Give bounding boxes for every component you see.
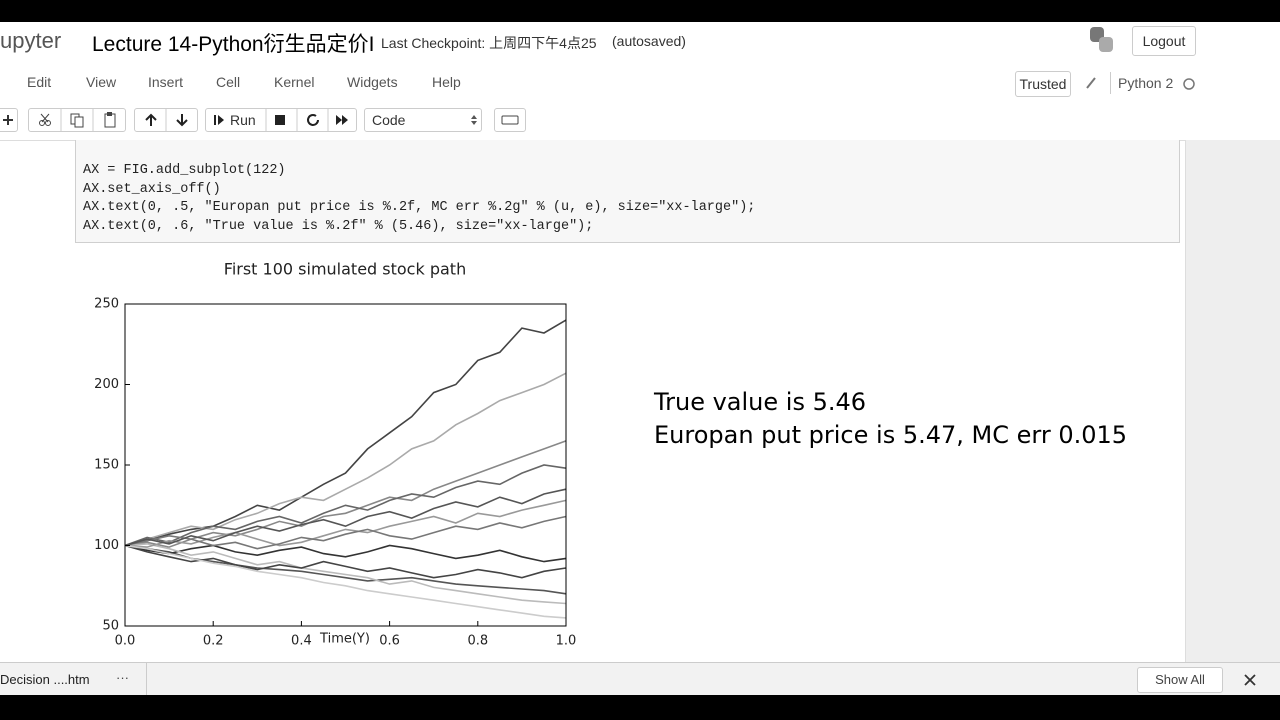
- chart-title: First 100 simulated stock path: [224, 260, 466, 279]
- stock-path: [124, 440, 567, 548]
- x-tick-label: 0.0: [115, 634, 136, 649]
- code-line: AX.text(0, .5, "Europan put price is %.2…: [83, 200, 756, 216]
- stock-path: [124, 543, 567, 605]
- y-tick-label: 100: [94, 538, 119, 553]
- output-text: True value is 5.46: [654, 388, 867, 416]
- menu-item[interactable]: Widgets: [347, 74, 398, 90]
- stock-path: [124, 515, 567, 550]
- stock-path: [124, 464, 567, 547]
- menu-item[interactable]: Edit: [27, 74, 52, 90]
- stock-path: [124, 319, 567, 547]
- x-tick-label: 0.8: [467, 634, 488, 649]
- code-cell[interactable]: [75, 140, 1180, 243]
- code-line: AX.text(0, .6, "True value is %.2f" % (5…: [83, 219, 594, 235]
- y-tick-label: 200: [94, 377, 119, 392]
- close-button[interactable]: [1243, 673, 1257, 687]
- run-label: Run: [230, 112, 256, 128]
- logo: upyter: [0, 28, 62, 53]
- stock-path: [124, 544, 567, 563]
- menu-item[interactable]: Kernel: [274, 74, 315, 90]
- add-cell-button[interactable]: [0, 108, 18, 132]
- menu-item[interactable]: Insert: [148, 74, 184, 90]
- logout-button[interactable]: Logout: [1132, 26, 1196, 56]
- run-button-group[interactable]: Run: [205, 108, 357, 132]
- output-text: Europan put price is 5.47, MC err 0.015: [654, 421, 1128, 449]
- x-tick-label: 0.2: [203, 634, 224, 649]
- cell-type: Code: [372, 112, 406, 128]
- keyboard-button[interactable]: [494, 108, 526, 132]
- checkpoint: Last Checkpoint: 上周四下午4点25: [381, 35, 597, 51]
- x-axis-label: Time(Y): [319, 632, 370, 647]
- divider: [146, 663, 147, 695]
- show-all-button[interactable]: Show All: [1137, 667, 1223, 693]
- menu-item[interactable]: Help: [432, 74, 461, 90]
- edit-icon: [1086, 77, 1096, 89]
- stock-path: [124, 372, 567, 547]
- download-bar: Decision ....htm ··· Show All: [0, 662, 1280, 695]
- menu-item[interactable]: Cell: [216, 74, 241, 90]
- y-tick-label: 250: [94, 297, 119, 312]
- menu-item[interactable]: View: [86, 74, 117, 90]
- autosave: (autosaved): [612, 33, 686, 49]
- stock-path: [124, 488, 567, 547]
- x-tick-label: 1.0: [556, 634, 577, 649]
- cell-type-select[interactable]: Code: [364, 108, 482, 132]
- move-button-group[interactable]: [134, 108, 198, 132]
- notebook-window: upyter Lecture 14-Python衍生品定价I Last Chec…: [0, 22, 1280, 695]
- download-file[interactable]: Decision ....htm: [0, 672, 90, 687]
- python-logo: [1090, 27, 1113, 52]
- code-line: AX = FIG.add_subplot(122): [83, 163, 286, 178]
- chart: First 100 simulated stock path Time(Y) 0…: [94, 260, 577, 649]
- edit-button-group[interactable]: [28, 108, 126, 132]
- download-menu[interactable]: ···: [116, 670, 129, 685]
- code-line: AX.set_axis_off(): [83, 181, 221, 197]
- y-tick-label: 150: [94, 458, 119, 473]
- notebook-title[interactable]: Lecture 14-Python衍生品定价I: [92, 33, 375, 56]
- kernel-status: [1183, 78, 1195, 90]
- scroll-area: [1185, 140, 1280, 666]
- kernel-name: Python 2: [1118, 75, 1174, 91]
- y-tick-label: 50: [102, 619, 119, 634]
- stock-path: [124, 544, 567, 619]
- divider: [1110, 72, 1111, 94]
- trusted-indicator[interactable]: Trusted: [1015, 71, 1071, 97]
- x-tick-label: 0.6: [379, 634, 400, 649]
- x-tick-label: 0.4: [291, 634, 312, 649]
